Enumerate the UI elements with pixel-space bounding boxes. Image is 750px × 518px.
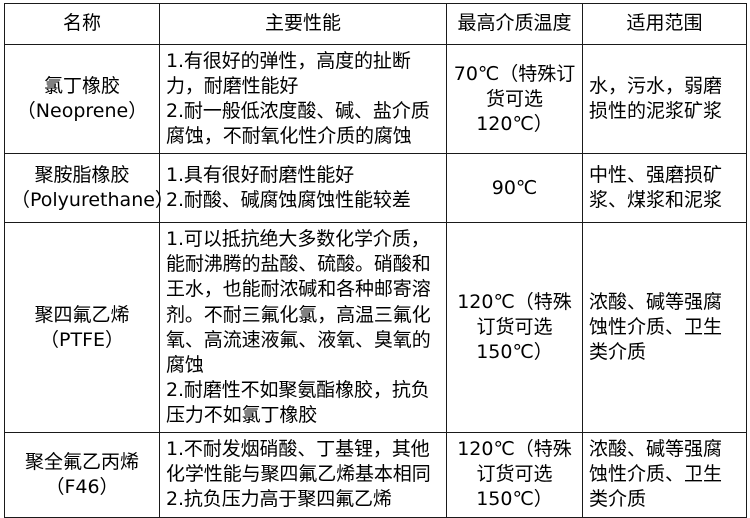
cell-material-name: 聚胺脂橡胶 （Polyurethane） — [4, 153, 174, 224]
table-row: 聚胺脂橡胶 （Polyurethane） 1.具有很好耐磨性能好 2.耐酸、碱腐… — [4, 153, 747, 224]
performance-item-1: 1.可以抵抗绝大多数化学介质，能耐沸腾的盐酸、硫酸。硝酸和王水，也能耐浓碱和各种… — [166, 228, 431, 376]
performance-item-1: 1.不耐发烟硝酸、丁基锂，其他化学性能与聚四氟乙烯基本相同 — [166, 438, 431, 486]
table-header-row: 名称 主要性能 最高介质温度 适用范围 — [4, 3, 747, 45]
material-name-en: （Polyurethane） — [11, 189, 174, 212]
cell-performance: 1.不耐发烟硝酸、丁基锂，其他化学性能与聚四氟乙烯基本相同 2.抗负压力高于聚四… — [159, 431, 447, 518]
lining-material-spec-table: 名称 主要性能 最高介质温度 适用范围 氯丁橡胶 （Neoprene） 1.有很… — [4, 3, 747, 518]
performance-item-1: 1.有很好的弹性，高度的扯断力，耐磨性能好 — [166, 50, 411, 98]
cell-application-scope: 水，污水，弱磨损性的泥浆矿浆 — [582, 43, 747, 155]
performance-item-2: 2.耐一般低浓度酸、碱、盐介质腐蚀，不耐氧化性介质的腐蚀 — [166, 100, 430, 148]
cell-application-scope: 浓酸、碱等强腐蚀性介质、卫生类介质 — [582, 222, 747, 433]
cell-max-temperature: 120℃（特殊订货可选150℃） — [446, 222, 583, 433]
material-name-en: （Neoprene） — [16, 100, 148, 123]
material-name-cn: 聚四氟乙烯 — [34, 303, 130, 326]
material-name-en: （F46） — [45, 475, 119, 498]
cell-max-temperature: 120℃（特殊订货可选150℃） — [446, 431, 583, 518]
material-name-cn: 聚全氟乙丙烯 — [24, 450, 139, 473]
cell-max-temperature: 90℃ — [446, 153, 583, 224]
cell-performance: 1.可以抵抗绝大多数化学介质，能耐沸腾的盐酸、硫酸。硝酸和王水，也能耐浓碱和各种… — [159, 222, 447, 433]
lining-material-spec-table-container: 名称 主要性能 最高介质温度 适用范围 氯丁橡胶 （Neoprene） 1.有很… — [4, 3, 747, 518]
performance-item-2: 2.抗负压力高于聚四氟乙烯 — [166, 488, 392, 511]
performance-item-2: 2.耐酸、碱腐蚀腐蚀性能较差 — [166, 189, 411, 212]
cell-material-name: 聚全氟乙丙烯 （F46） — [4, 431, 160, 518]
material-name-en: （PTFE） — [40, 328, 124, 351]
column-header-max-medium-temperature: 最高介质温度 — [446, 3, 583, 45]
column-header-name: 名称 — [4, 3, 160, 45]
column-header-application-scope: 适用范围 — [582, 3, 747, 45]
table-header: 名称 主要性能 最高介质温度 适用范围 — [4, 3, 747, 45]
table-body: 氯丁橡胶 （Neoprene） 1.有很好的弹性，高度的扯断力，耐磨性能好 2.… — [4, 43, 747, 518]
cell-material-name: 聚四氟乙烯 （PTFE） — [4, 222, 160, 433]
cell-performance: 1.有很好的弹性，高度的扯断力，耐磨性能好 2.耐一般低浓度酸、碱、盐介质腐蚀，… — [159, 43, 447, 155]
table-row: 聚四氟乙烯 （PTFE） 1.可以抵抗绝大多数化学介质，能耐沸腾的盐酸、硫酸。硝… — [4, 222, 747, 433]
performance-item-2: 2.耐磨性不如聚氨酯橡胶，抗负压力不如氯丁橡胶 — [166, 378, 430, 426]
column-header-performance: 主要性能 — [159, 3, 447, 45]
performance-item-1: 1.具有很好耐磨性能好 — [166, 164, 355, 187]
cell-performance: 1.具有很好耐磨性能好 2.耐酸、碱腐蚀腐蚀性能较差 — [159, 153, 447, 224]
table-row: 氯丁橡胶 （Neoprene） 1.有很好的弹性，高度的扯断力，耐磨性能好 2.… — [4, 43, 747, 155]
cell-application-scope: 浓酸、碱等强腐蚀性介质、卫生类介质 — [582, 431, 747, 518]
material-name-cn: 氯丁橡胶 — [43, 75, 120, 98]
cell-max-temperature: 70℃（特殊订货可选120℃） — [446, 43, 583, 155]
cell-application-scope: 中性、强磨损矿浆、煤浆和泥浆 — [582, 153, 747, 224]
cell-material-name: 氯丁橡胶 （Neoprene） — [4, 43, 160, 155]
table-row: 聚全氟乙丙烯 （F46） 1.不耐发烟硝酸、丁基锂，其他化学性能与聚四氟乙烯基本… — [4, 431, 747, 518]
material-name-cn: 聚胺脂橡胶 — [34, 164, 130, 187]
